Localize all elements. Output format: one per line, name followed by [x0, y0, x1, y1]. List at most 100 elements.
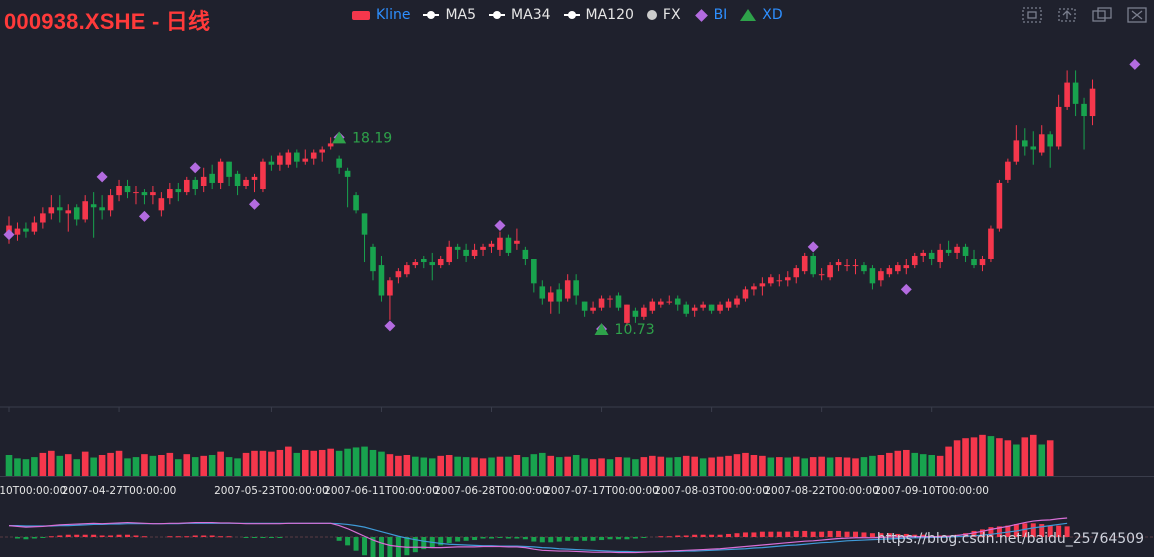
bi-marker [807, 241, 819, 253]
volume-bar [555, 457, 563, 476]
x-tick-label: 2007-08-03T00:00:00 [654, 485, 769, 497]
legend-label: Kline [376, 7, 411, 23]
zoom-reset-icon[interactable] [1056, 6, 1078, 24]
volume-bar [632, 459, 639, 476]
macd-bar [556, 537, 562, 542]
volume-bar [953, 440, 961, 476]
macd-bar [709, 534, 715, 537]
volume-bar [640, 457, 648, 476]
chart-legend: Kline MA5 MA34 MA120 FX BI XD [352, 7, 796, 23]
candle [971, 259, 977, 266]
candle [886, 268, 893, 275]
volume-bar [64, 454, 72, 476]
volume-bar [606, 459, 614, 476]
restore-icon[interactable] [1126, 6, 1148, 24]
candle [895, 265, 901, 272]
candle [294, 152, 300, 162]
volume-bar [708, 457, 715, 476]
candle [480, 246, 486, 250]
candle [141, 192, 148, 196]
candle [784, 277, 791, 281]
macd-bar [362, 537, 368, 556]
legend-item-fx[interactable]: FX [646, 7, 681, 23]
candle [920, 252, 927, 256]
candle [353, 195, 359, 211]
macd-bar [607, 537, 613, 540]
volume-bar [14, 458, 21, 476]
volume-bar [843, 457, 851, 476]
volume-bar [386, 454, 394, 476]
volume-bar [403, 455, 411, 476]
candle [547, 292, 554, 302]
volume-bar [73, 459, 81, 476]
macd-bar [979, 529, 985, 537]
legend-item-ma34[interactable]: MA34 [489, 7, 551, 23]
volume-bar [437, 455, 445, 476]
candle [564, 280, 571, 299]
candle [217, 161, 224, 183]
volume-bar [860, 457, 868, 476]
candle [598, 298, 605, 308]
macd-bar [742, 532, 748, 537]
candle [395, 271, 402, 278]
zoom-icon[interactable] [1021, 6, 1043, 24]
candle [361, 213, 368, 235]
candle [412, 262, 419, 266]
macd-bar [1030, 523, 1036, 537]
volume-bar [894, 450, 902, 476]
macd-bar [260, 537, 266, 538]
volume-bar [699, 458, 707, 476]
macd-bar [455, 537, 461, 542]
macd-bar [23, 537, 29, 540]
candle [911, 255, 918, 266]
candle [90, 204, 97, 208]
candle [573, 280, 579, 296]
legend-item-xd[interactable]: XD [740, 7, 783, 23]
candle [801, 255, 808, 272]
macd-bar [446, 537, 452, 544]
volume-bar [132, 457, 140, 476]
macd-bar [768, 531, 774, 537]
bi-marker [189, 162, 201, 174]
macd-bar [116, 534, 122, 537]
candle [818, 274, 825, 276]
macd-bar [717, 534, 723, 537]
xd-marker [332, 131, 347, 144]
candle [420, 259, 427, 263]
legend-item-ma120[interactable]: MA120 [563, 7, 634, 23]
macd-bar [861, 532, 867, 537]
volume-bar [877, 455, 885, 476]
legend-label: MA34 [511, 7, 551, 23]
macd-bar [141, 536, 147, 538]
volume-bar [725, 455, 732, 476]
macd-bar [573, 537, 579, 541]
volume-bar [657, 456, 665, 476]
volume-bar [471, 457, 478, 476]
legend-item-kline[interactable]: Kline [352, 7, 410, 23]
volume-bar [987, 436, 995, 476]
legend-item-bi[interactable]: BI [694, 7, 727, 23]
volume-bar [1004, 440, 1012, 476]
macd-bar [57, 535, 63, 537]
volume-bar [886, 452, 893, 476]
volume-bar [361, 446, 368, 476]
macd-bar [412, 537, 418, 553]
macd-bar [802, 530, 808, 537]
volume-bar [81, 451, 89, 476]
candle [514, 240, 520, 244]
volume-bar [234, 458, 241, 476]
volume-bar [835, 457, 842, 476]
macd-bar [810, 531, 816, 537]
candle [1047, 134, 1053, 147]
candle [615, 295, 622, 308]
chart-toolbox [1008, 6, 1148, 24]
volume-bar [428, 458, 436, 476]
x-tick-label: 2007-09-10T00:00:00 [874, 485, 989, 497]
candle [624, 304, 630, 323]
volume-bar [166, 452, 174, 476]
data-view-icon[interactable] [1091, 6, 1113, 24]
legend-item-ma5[interactable]: MA5 [423, 7, 476, 23]
candle [65, 210, 72, 214]
volume-bar [479, 458, 487, 476]
volume-bar [462, 457, 470, 476]
